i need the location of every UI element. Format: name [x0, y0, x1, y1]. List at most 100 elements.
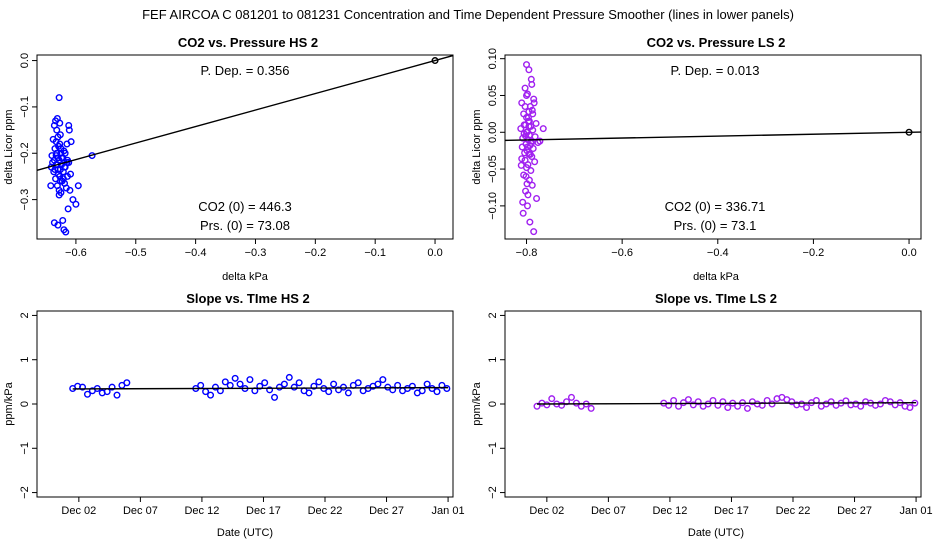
data-point: [285, 373, 293, 381]
data-point: [798, 400, 806, 408]
data-point: [857, 402, 865, 410]
panel-title: Slope vs. TIme LS 2: [655, 291, 777, 306]
smoother-line: [536, 401, 917, 405]
pressure-zero-annotation: Prs. (0) = 73.1: [674, 218, 757, 233]
x-axis-label: Date (UTC): [217, 527, 273, 539]
x-tick-label: −0.8: [516, 247, 538, 259]
plot-frame: [504, 54, 922, 240]
data-point: [527, 137, 535, 145]
y-tick-label: −2: [19, 486, 31, 499]
data-point: [64, 156, 72, 164]
data-point: [521, 84, 529, 92]
data-point: [522, 132, 530, 140]
data-point: [423, 380, 431, 388]
data-point: [539, 125, 547, 133]
data-point: [261, 379, 269, 387]
y-tick-label: 2: [19, 312, 31, 318]
y-tick-label: 1: [19, 357, 31, 363]
y-tick-label: 1: [487, 357, 499, 363]
co2-zero-annotation: CO2 (0) = 446.3: [198, 199, 292, 214]
y-tick-label: 0.00: [487, 122, 499, 143]
data-point: [231, 374, 239, 382]
data-point: [389, 386, 397, 394]
data-point: [679, 399, 687, 407]
data-point: [526, 218, 534, 226]
data-point: [428, 385, 436, 393]
x-tick-label: −0.4: [185, 247, 207, 259]
data-point: [543, 401, 551, 409]
x-axis-label: delta kPa: [693, 271, 740, 283]
data-point: [525, 117, 533, 125]
data-point: [418, 387, 426, 395]
data-point: [57, 145, 65, 153]
x-tick-label: 0.0: [427, 247, 442, 259]
x-axis-label: Date (UTC): [688, 527, 744, 539]
y-axis-label: ppm/kPa: [471, 381, 483, 425]
data-point: [339, 383, 347, 391]
data-point: [724, 404, 732, 412]
data-point: [256, 382, 264, 390]
data-point: [684, 396, 692, 404]
data-point: [530, 228, 538, 236]
data-point: [522, 172, 530, 180]
figure-suptitle: FEF AIRCOA C 081201 to 081231 Concentrat…: [142, 7, 794, 22]
data-point: [572, 399, 580, 407]
x-tick-label: Dec 07: [591, 505, 626, 517]
x-tick-label: 0.0: [901, 247, 916, 259]
x-tick-label: Dec 22: [308, 505, 343, 517]
pdep-annotation: P. Dep. = 0.013: [670, 63, 759, 78]
data-point: [517, 161, 525, 169]
x-tick-label: −0.5: [125, 247, 147, 259]
x-tick-label: Dec 02: [529, 505, 564, 517]
data-point: [221, 378, 229, 386]
data-point: [108, 383, 116, 391]
smoother-line: [72, 386, 449, 390]
data-point: [906, 404, 914, 412]
y-axis-label: delta Licor ppm: [3, 109, 15, 184]
data-point: [519, 209, 527, 217]
panel-slope-vs-time-hs: Slope vs. TIme HS 2 Date (UTC) ppm/kPa D…: [3, 291, 465, 539]
data-point: [65, 121, 73, 129]
data-point: [379, 376, 387, 384]
data-point: [310, 382, 318, 390]
data-point: [211, 383, 219, 391]
data-point: [558, 401, 566, 409]
data-point: [74, 182, 82, 190]
y-tick-label: 0: [19, 401, 31, 407]
data-point: [886, 398, 894, 406]
data-point: [54, 221, 62, 229]
data-point: [197, 381, 205, 389]
panel-slope-vs-time-ls: Slope vs. TIme LS 2 Date (UTC) ppm/kPa D…: [471, 291, 933, 539]
data-point: [665, 401, 673, 409]
panel-title: Slope vs. TIme HS 2: [186, 291, 310, 306]
data-point: [523, 143, 531, 151]
data-point: [530, 95, 538, 103]
data-point: [524, 191, 532, 199]
x-tick-label: −0.3: [245, 247, 267, 259]
pressure-zero-annotation: Prs. (0) = 73.08: [200, 218, 290, 233]
x-tick-label: Dec 02: [61, 505, 96, 517]
y-tick-label: −2: [487, 486, 499, 499]
x-tick-label: Dec 17: [714, 505, 749, 517]
data-point: [518, 155, 526, 163]
data-point: [52, 152, 60, 160]
data-point: [55, 191, 63, 199]
data-point: [520, 121, 528, 129]
data-point: [694, 398, 702, 406]
y-tick-label: 0.0: [19, 53, 31, 68]
panel-title: CO2 vs. Pressure HS 2: [178, 35, 318, 50]
data-point: [64, 205, 72, 213]
x-tick-label: −0.6: [65, 247, 87, 259]
data-point: [280, 380, 288, 388]
plot-frame: [36, 310, 454, 498]
pdep-annotation: P. Dep. = 0.356: [200, 63, 289, 78]
regression-line: [504, 131, 922, 142]
data-point: [354, 379, 362, 387]
data-point: [59, 175, 67, 183]
data-point: [743, 404, 751, 412]
data-point: [827, 398, 835, 406]
x-tick-label: Dec 12: [652, 505, 687, 517]
data-point: [53, 126, 61, 134]
data-point: [523, 180, 531, 188]
data-point: [62, 228, 70, 236]
